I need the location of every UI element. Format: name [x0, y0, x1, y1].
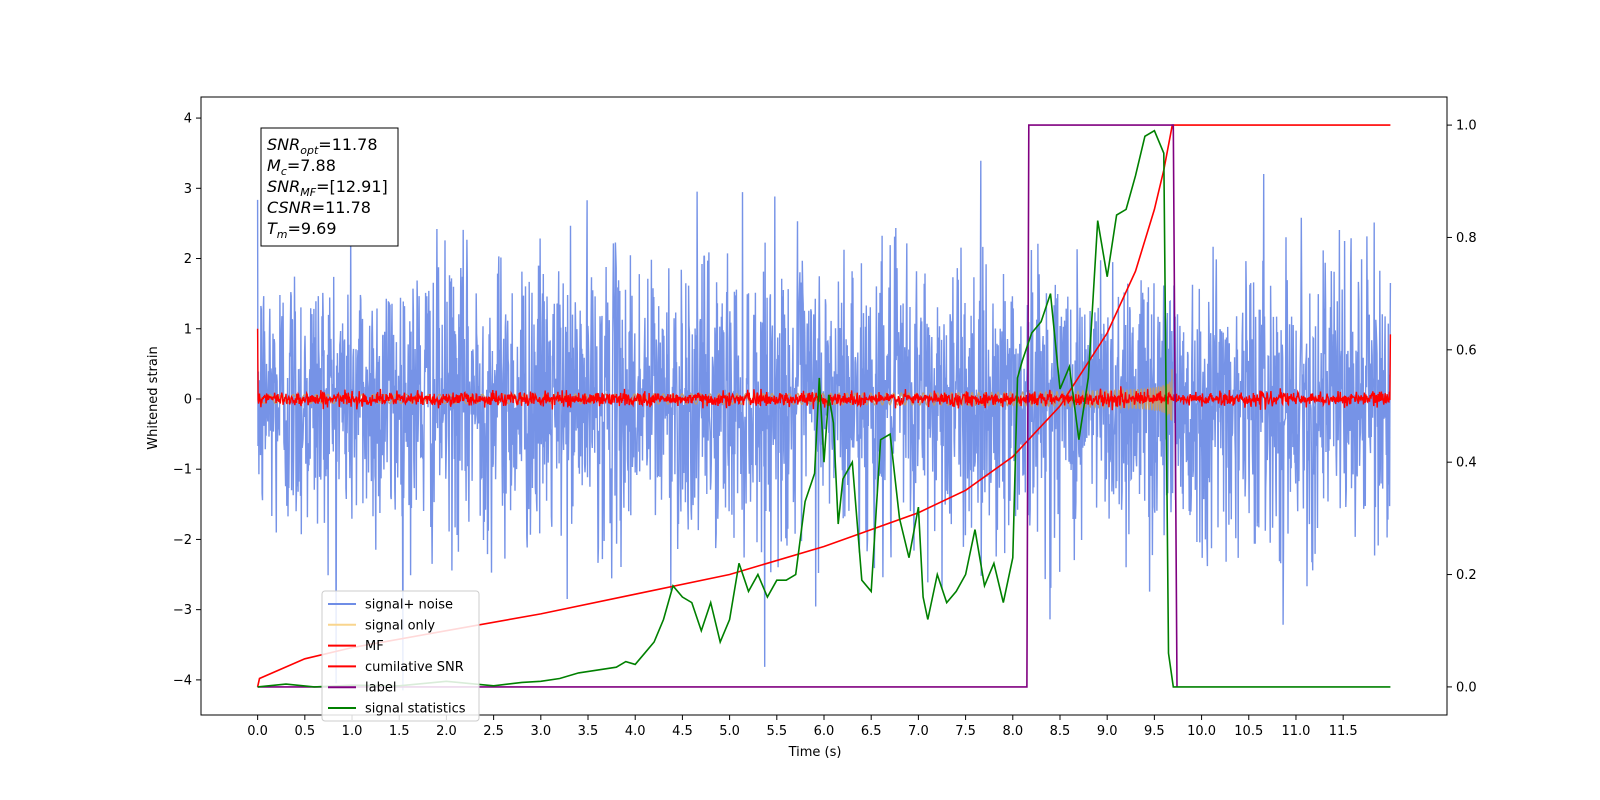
stat-symbol: CSNR: [267, 198, 312, 217]
series-line-signal-statistics: [257, 129, 1391, 688]
stat-value: =11.78: [318, 135, 377, 154]
stat-line: Mc=7.88: [267, 156, 336, 178]
legend-label: MF: [365, 639, 384, 654]
axes: 0.0 0.5 1.0 1.5 2.0 2.5 3.0 3.5 4.0 4.5 5.0 5.5 6.0 6…: [173, 96, 1477, 739]
x-tick-label: 9.5: [1144, 724, 1165, 739]
x-tick-label: 9.0: [1097, 724, 1118, 739]
x-tick-label: 3.5: [578, 724, 599, 739]
x-tick-label: 7.5: [955, 724, 976, 739]
series-line-label: [257, 124, 1178, 688]
stat-line: SNRopt=11.78: [267, 135, 378, 157]
stat-subscript: opt: [300, 144, 319, 157]
series-line-signal-plus-noise: [256, 160, 1392, 691]
legend-label: signal+ noise: [365, 598, 453, 613]
stats-box-frame: [260, 127, 399, 247]
x-tick-label: 10.5: [1234, 724, 1263, 739]
legend: signal+ noise signal only MF cumilative SNR…: [321, 590, 480, 722]
stat-subscript: c: [281, 165, 287, 178]
y-tick-label: 2: [184, 252, 192, 267]
stat-line: CSNR=11.78: [267, 198, 371, 217]
x-tick-label: 11.5: [1329, 724, 1358, 739]
y2-tick-label: 0.4: [1456, 456, 1477, 471]
x-tick-label: 6.0: [814, 724, 835, 739]
legend-label: label: [365, 681, 396, 696]
stat-subscript: MF: [300, 186, 316, 199]
x-tick-label: 5.0: [719, 724, 740, 739]
stat-value: =[12.91]: [316, 177, 388, 196]
x-tick-label: 1.5: [389, 724, 410, 739]
stat-symbol: T: [267, 219, 278, 238]
x-tick-label: 4.5: [672, 724, 693, 739]
x-tick-label: 11.0: [1281, 724, 1310, 739]
y-tick-label: 4: [184, 112, 192, 127]
stat-symbol: SNR: [267, 177, 300, 196]
y-tick-label: −4: [173, 673, 192, 688]
y-axis-label: Whitened strain: [146, 346, 161, 449]
stat-line: SNRMF=[12.91]: [267, 177, 388, 199]
legend-label: cumilative SNR: [365, 660, 464, 675]
legend-label: signal statistics: [365, 702, 466, 717]
y-tick-label: −1: [173, 463, 192, 478]
x-tick-label: 2.0: [436, 724, 457, 739]
stat-symbol: M: [267, 156, 281, 175]
y-tick-label: 0: [184, 392, 192, 407]
x-tick-label: 6.5: [861, 724, 882, 739]
stat-symbol: SNR: [267, 135, 300, 154]
x-axis-label: Time (s): [788, 745, 842, 760]
stat-value: =9.69: [288, 219, 337, 238]
series-line-mf: [256, 328, 1392, 411]
y-tick-label: 3: [184, 182, 192, 197]
x-tick-label: 10.0: [1187, 724, 1216, 739]
stat-line: Tm=9.69: [267, 219, 337, 241]
x-tick-label: 5.5: [766, 724, 787, 739]
y2-tick-label: 0.8: [1456, 231, 1477, 246]
legend-label: signal only: [365, 618, 435, 633]
stat-subscript: m: [277, 228, 288, 241]
x-tick-label: 1.0: [342, 724, 363, 739]
stat-value: =7.88: [287, 156, 336, 175]
stats-box: SNRopt=11.78Mc=7.88SNRMF=[12.91]CSNR=11.…: [260, 127, 399, 247]
stat-value: =11.78: [312, 198, 371, 217]
y-tick-label: −3: [173, 603, 192, 618]
x-tick-label: 2.5: [483, 724, 504, 739]
x-tick-label: 0.0: [247, 724, 268, 739]
y-tick-label: 1: [184, 322, 192, 337]
legend-frame: [321, 590, 480, 722]
x-tick-label: 3.0: [530, 724, 551, 739]
y2-tick-label: 0.6: [1456, 343, 1477, 358]
x-tick-label: 4.0: [625, 724, 646, 739]
x-tick-label: 0.5: [294, 724, 315, 739]
x-tick-label: 8.0: [1002, 724, 1023, 739]
y2-tick-label: 0.2: [1456, 568, 1477, 583]
x-tick-label: 8.5: [1050, 724, 1071, 739]
y-tick-label: −2: [173, 533, 192, 548]
x-tick-label: 7.0: [908, 724, 929, 739]
y2-tick-label: 0.0: [1456, 680, 1477, 695]
y2-tick-label: 1.0: [1456, 119, 1477, 134]
